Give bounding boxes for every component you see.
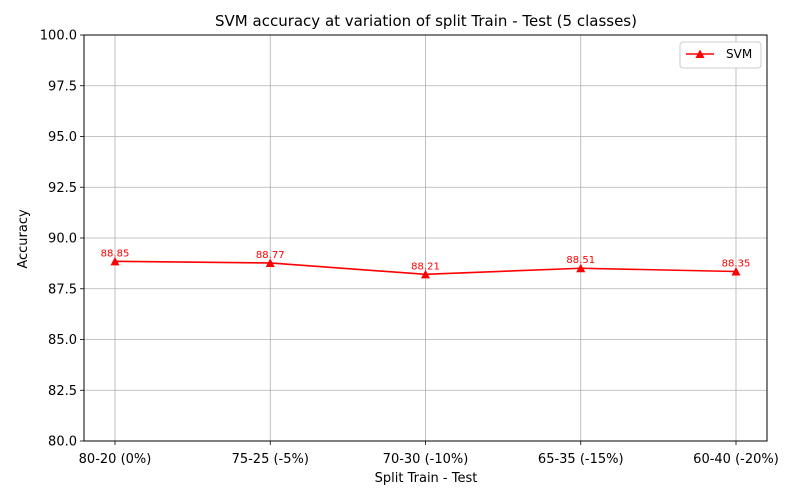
data-label: 88.35: [722, 258, 751, 269]
data-label: 88.21: [411, 261, 440, 272]
legend-marker-svm: [695, 49, 705, 58]
y-axis-title: Accuracy: [16, 209, 31, 269]
x-tick-label: 60-40 (-20%): [693, 452, 779, 467]
data-labels: 88.85 88.77 88.21 88.51 88.35: [101, 248, 751, 272]
y-tick-label: 85.0: [48, 333, 77, 348]
legend-box: [679, 41, 762, 69]
y-tick-label: 87.5: [48, 282, 77, 297]
x-tick-label: 65-35 (-15%): [538, 452, 624, 467]
y-tick-label: 82.5: [48, 384, 77, 399]
y-tick-label: 92.5: [48, 181, 77, 196]
y-tick-label: 80.0: [48, 435, 77, 450]
x-tick-label: 80-20 (0%): [79, 452, 152, 467]
data-point-marker: [731, 266, 741, 276]
x-axis-title: Split Train - Test: [375, 471, 478, 486]
legend: SVM: [679, 41, 762, 69]
data-label: 88.77: [256, 250, 285, 261]
series-layer: [110, 256, 741, 279]
data-point-marker: [265, 258, 275, 267]
y-tick-label: 90.0: [48, 232, 77, 247]
x-tick-label: 75-25 (-5%): [232, 452, 309, 467]
data-label: 88.51: [566, 255, 595, 266]
data-point-marker: [576, 263, 586, 273]
plot-frame: [83, 34, 768, 442]
legend-label-svm: SVM: [726, 47, 752, 61]
y-tick-label: 97.5: [48, 79, 77, 94]
axes: 80.0 82.5 85.0 87.5 90.0 92.5 95.0 97.5 100.0 80-…: [40, 29, 779, 468]
chart-title: SVM accuracy at variation of split Train…: [215, 12, 637, 30]
data-point-marker: [110, 256, 120, 266]
y-tick-label: 95.0: [48, 130, 77, 145]
x-tick-label: 70-30 (-10%): [383, 452, 469, 467]
data-point-marker: [421, 269, 430, 279]
y-tick-label: 100.0: [40, 29, 77, 44]
data-label: 88.85: [101, 248, 130, 259]
